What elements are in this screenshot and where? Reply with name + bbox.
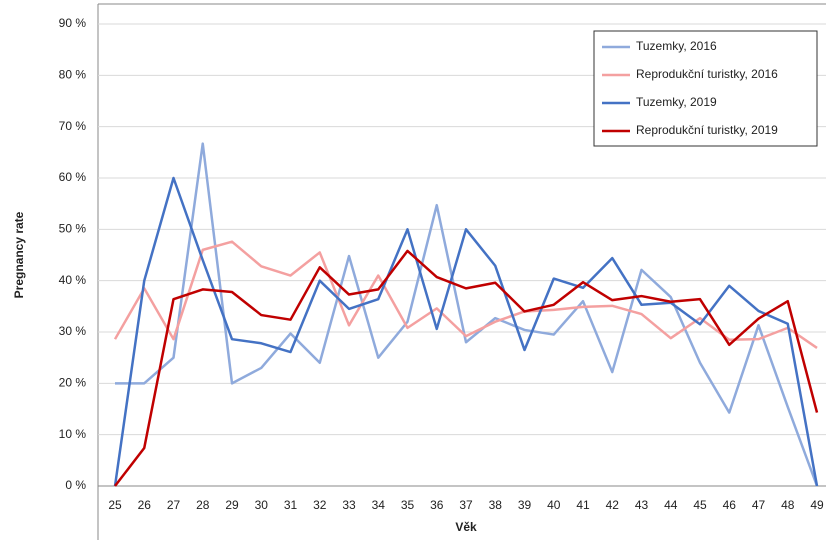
series-line (114, 249, 819, 487)
x-axis-label: Věk (455, 520, 477, 534)
legend-box (593, 30, 818, 147)
series-line (115, 142, 819, 487)
x-tick-label: 48 (781, 498, 795, 512)
x-tick-label: 32 (313, 498, 327, 512)
x-tick-label: 34 (372, 498, 386, 512)
x-tick-label: 45 (693, 498, 707, 512)
x-tick-label: 31 (284, 498, 298, 512)
x-tick-label: 33 (342, 498, 356, 512)
x-tick-label: 47 (752, 498, 766, 512)
x-tick-label: 39 (518, 498, 532, 512)
y-tick-label: 40 % (59, 273, 87, 287)
x-tick-label: 25 (108, 498, 122, 512)
series-line (113, 240, 818, 349)
y-tick-label: 50 % (59, 222, 87, 236)
x-tick-label: 49 (810, 498, 824, 512)
y-tick-label: 0 % (65, 478, 86, 492)
legend-label: Tuzemky, 2019 (636, 95, 717, 109)
x-tick-label: 40 (547, 498, 561, 512)
legend-label: Reprodukční turistky, 2019 (636, 123, 778, 137)
x-tick-label: 35 (401, 498, 415, 512)
x-tick-label: 37 (459, 498, 473, 512)
y-tick-label: 90 % (59, 16, 87, 30)
x-tick-label: 41 (576, 498, 590, 512)
x-tick-label: 26 (138, 498, 152, 512)
y-axis-label: Pregnancy rate (12, 211, 26, 298)
x-tick-label: 38 (489, 498, 503, 512)
series-line (113, 176, 819, 487)
y-tick-label: 30 % (59, 324, 87, 338)
x-tick-label: 29 (225, 498, 239, 512)
legend-label: Reprodukční turistky, 2016 (636, 67, 778, 81)
x-tick-label: 36 (430, 498, 444, 512)
x-tick-label: 30 (255, 498, 269, 512)
x-tick-label: 46 (723, 498, 737, 512)
legend-label: Tuzemky, 2016 (636, 39, 717, 53)
y-tick-label: 10 % (59, 427, 87, 441)
x-tick-label: 27 (167, 498, 181, 512)
x-tick-label: 43 (635, 498, 649, 512)
x-tick-label: 28 (196, 498, 210, 512)
y-tick-label: 80 % (59, 68, 87, 82)
y-tick-label: 60 % (59, 170, 87, 184)
y-tick-label: 70 % (59, 119, 87, 133)
x-tick-label: 42 (606, 498, 620, 512)
y-tick-label: 20 % (59, 376, 87, 390)
x-tick-label: 44 (664, 498, 678, 512)
